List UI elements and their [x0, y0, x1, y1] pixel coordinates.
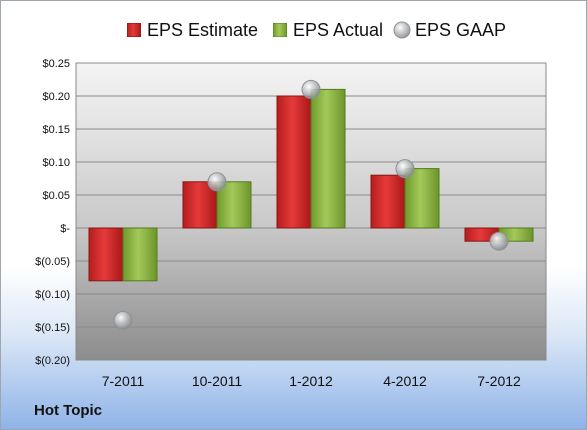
legend-label-estimate: EPS Estimate — [147, 19, 259, 40]
bar-eps-actual — [122, 227, 158, 282]
x-tick-label: 10-2011 — [192, 373, 243, 389]
x-tick-label: 4-2012 — [383, 373, 427, 389]
legend-item-estimate: EPS Estimate — [127, 19, 258, 41]
company-name: Hot Topic — [34, 402, 103, 419]
bar-eps-estimate — [370, 174, 406, 229]
y-tick-label: $(0.10) — [35, 289, 70, 301]
marker-eps-gaap — [301, 79, 321, 99]
y-tick-label: $- — [60, 223, 70, 235]
y-tick-label: $0.10 — [42, 157, 70, 169]
legend-label-gaap: EPS GAAP — [415, 19, 507, 40]
x-tick-label: 1-2012 — [289, 373, 333, 389]
x-axis: 7-2011 10-2011 1-2012 4-2012 7-2012 — [102, 373, 521, 389]
legend-swatch-gaap — [393, 21, 411, 39]
y-axis: $0.25 $0.20 $0.15 $0.10 $0.05 $- $(0.05) $(0.10… — [35, 58, 70, 367]
marker-eps-gaap — [207, 172, 227, 192]
y-tick-label: $0.20 — [42, 91, 70, 103]
bar-series — [88, 88, 534, 282]
bar-eps-estimate — [88, 227, 124, 282]
bar-eps-actual — [216, 181, 252, 229]
y-tick-label: $0.05 — [42, 190, 70, 202]
marker-eps-gaap — [489, 231, 509, 251]
legend-swatch-actual — [273, 23, 287, 37]
legend-item-gaap: EPS GAAP — [393, 19, 506, 41]
bar-eps-estimate — [276, 95, 312, 229]
legend-swatch-estimate — [127, 23, 141, 37]
marker-eps-gaap — [395, 159, 415, 179]
bar-eps-actual — [310, 88, 346, 229]
bar-eps-actual — [404, 168, 440, 229]
y-tick-label: $0.25 — [42, 58, 70, 70]
x-tick-label: 7-2012 — [477, 373, 521, 389]
gaap-markers — [113, 79, 509, 330]
x-tick-label: 7-2011 — [102, 373, 145, 389]
marker-eps-gaap — [113, 310, 133, 330]
bar-eps-estimate — [182, 181, 218, 229]
y-tick-label: $0.15 — [42, 124, 70, 136]
legend-item-actual: EPS Actual — [273, 19, 383, 41]
y-tick-label: $(0.15) — [35, 322, 70, 334]
legend-label-actual: EPS Actual — [293, 19, 384, 40]
y-tick-label: $(0.20) — [35, 355, 70, 367]
y-tick-label: $(0.05) — [35, 256, 70, 268]
